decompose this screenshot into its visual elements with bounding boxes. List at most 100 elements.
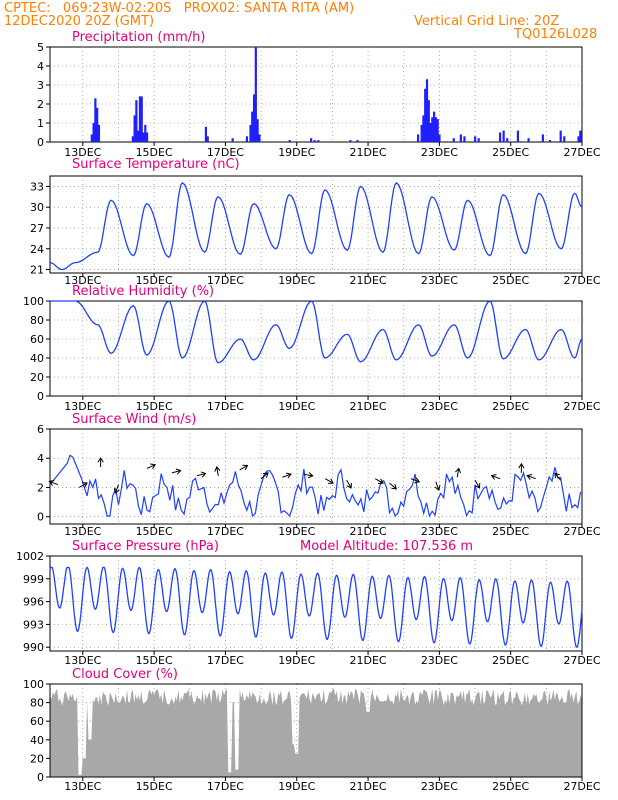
x-tick-label: 19DEC (278, 525, 315, 538)
precip-bar (498, 132, 502, 142)
precip-bar (317, 140, 320, 142)
x-tick-label: 15DEC (136, 274, 173, 287)
x-tick-label: 13DEC (64, 780, 101, 793)
wind-direction-arrow (474, 479, 481, 489)
precip-bar (433, 111, 436, 142)
x-tick-label: 21DEC (350, 780, 387, 793)
precip-bar (310, 138, 313, 142)
cloud-cover-area (50, 688, 582, 777)
y-tick-label: 100 (23, 295, 44, 308)
y-tick-label: 0 (37, 390, 44, 403)
wind-arrow-shaft (239, 464, 248, 471)
x-tick-label: 17DEC (207, 654, 244, 667)
wind-arrow-shaft (389, 482, 397, 490)
precip-bar (256, 119, 259, 142)
precip-bar (541, 134, 544, 142)
y-tick-label: 24 (30, 243, 44, 256)
wind-direction-arrow (518, 462, 525, 473)
wind-arrow-shaft (78, 482, 88, 488)
panel-title: Precipitation (mm/h) (72, 30, 205, 45)
precip-bar (231, 138, 234, 142)
x-tick-label: 13DEC (64, 525, 101, 538)
x-tick-label: 13DEC (64, 274, 101, 287)
wind-direction-arrow (97, 457, 104, 467)
header-grid-line-note: Vertical Grid Line: 20Z (414, 14, 560, 29)
wind-direction-arrow (455, 467, 462, 478)
x-tick-label: 25DEC (492, 274, 529, 287)
wind-speed-line (49, 454, 582, 518)
wind-direction-arrow (303, 472, 314, 479)
precip-bar (427, 100, 430, 142)
wind-direction-arrow (434, 481, 441, 491)
x-tick-label: 27DEC (563, 525, 600, 538)
wind-arrow-shaft (196, 472, 206, 477)
x-tick-label: 23DEC (421, 654, 458, 667)
x-tick-label: 21DEC (350, 400, 387, 413)
y-tick-label: 80 (30, 314, 44, 327)
panel-title: Surface Wind (m/s) (72, 412, 196, 427)
wind-arrow-shaft (146, 464, 156, 469)
x-tick-label: 21DEC (350, 274, 387, 287)
precip-bar (416, 134, 420, 142)
wind-direction-arrow (146, 463, 156, 470)
wind-direction-arrow (554, 472, 561, 481)
wind-direction-arrow (48, 479, 59, 486)
x-tick-label: 21DEC (350, 146, 387, 159)
precip-bar (131, 136, 134, 142)
x-tick-label: 13DEC (64, 146, 101, 159)
y-tick-label: 21 (30, 264, 44, 277)
plot-frame (49, 555, 583, 652)
x-tick-label: 25DEC (492, 654, 529, 667)
wind-arrow-head (414, 477, 421, 484)
x-tick-label: 23DEC (421, 400, 458, 413)
wind-arrow-shaft (282, 473, 292, 478)
wind-direction-arrow (282, 472, 292, 479)
panel-title: Surface Temperature (nC) (72, 157, 240, 172)
wind-arrow-shaft (456, 468, 460, 478)
wind-arrow-shaft (114, 484, 119, 494)
wind-direction-arrow (239, 464, 249, 471)
y-tick-label: 1002 (16, 550, 44, 563)
x-tick-label: 15DEC (136, 400, 173, 413)
x-tick-label: 13DEC (64, 400, 101, 413)
panel-title: Cloud Cover (%) (72, 667, 178, 682)
wind-direction-arrow (325, 478, 334, 484)
y-tick-label: 0 (37, 136, 44, 149)
precip-bar (204, 126, 208, 142)
precip-bar (142, 132, 145, 142)
precip-bar (436, 119, 439, 142)
precip-bar (249, 124, 252, 142)
y-tick-label: 60 (30, 715, 44, 728)
precip-bar (90, 134, 93, 142)
precip-bar (252, 94, 256, 142)
wind-arrow-shaft (325, 478, 334, 484)
x-tick-label: 23DEC (421, 780, 458, 793)
wind-arrow-shaft (49, 480, 59, 486)
x-tick-label: 25DEC (492, 780, 529, 793)
header-date-line: 12DEC2020 20Z (GMT) (4, 14, 155, 29)
wind-arrow-shaft (216, 466, 219, 476)
wind-arrow-head (526, 474, 533, 480)
precip-bar (92, 123, 95, 142)
x-tick-label: 21DEC (350, 654, 387, 667)
wind-arrow-head (48, 479, 55, 486)
y-tick-label: 40 (30, 352, 44, 365)
y-tick-label: 4 (37, 452, 44, 465)
x-tick-label: 21DEC (350, 525, 387, 538)
plot-frame (49, 300, 583, 397)
plot-frame (49, 46, 583, 143)
precip-bar (477, 138, 480, 142)
precip-bar (527, 138, 530, 142)
x-tick-label: 27DEC (563, 146, 600, 159)
x-tick-label: 27DEC (563, 400, 600, 413)
wind-direction-arrow (214, 465, 221, 476)
x-tick-label: 27DEC (563, 654, 600, 667)
x-tick-label: 17DEC (207, 780, 244, 793)
wind-arrow-head (175, 468, 182, 475)
temperature-line (49, 181, 583, 271)
precip-bar (144, 124, 147, 142)
y-tick-label: 5 (37, 41, 44, 54)
plot-frame-overlay (49, 683, 583, 778)
x-tick-label: 19DEC (278, 146, 315, 159)
x-tick-label: 19DEC (278, 400, 315, 413)
